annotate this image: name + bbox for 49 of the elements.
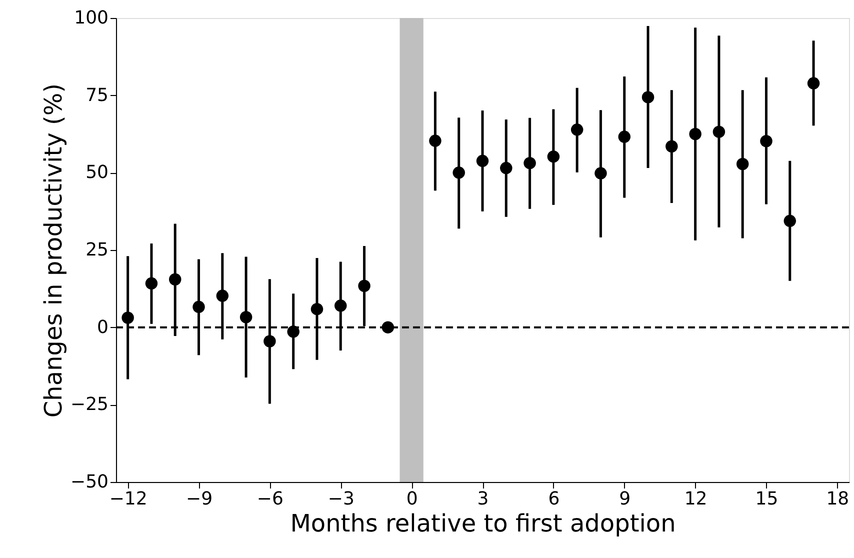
point — [524, 156, 536, 170]
point — [760, 135, 772, 148]
point — [358, 280, 370, 292]
point — [689, 128, 702, 140]
x-tick-label: 18 — [826, 488, 850, 510]
x-tick-label: 6 — [548, 488, 560, 510]
point — [264, 335, 276, 348]
point — [500, 162, 512, 174]
point — [429, 134, 442, 147]
point — [192, 300, 205, 314]
x-tick-label: 0 — [406, 488, 418, 510]
y-tick-label: 0 — [97, 316, 108, 338]
point — [476, 154, 489, 168]
x-axis-title: Months relative to first adoption — [290, 510, 676, 538]
x-tick-label: 12 — [684, 488, 708, 510]
point — [122, 312, 134, 324]
point — [712, 126, 726, 138]
point — [240, 311, 252, 324]
point — [382, 321, 394, 334]
y-axis-title: Changes in productivity (%) — [40, 83, 68, 418]
x-tick-label: −3 — [328, 488, 354, 510]
point — [570, 124, 584, 136]
point — [547, 150, 560, 163]
y-tick-label: −25 — [70, 394, 108, 416]
point — [784, 214, 796, 228]
y-tick-label: 50 — [86, 162, 108, 184]
y-tick-label: 100 — [74, 8, 108, 28]
x-tick-label: −9 — [186, 488, 213, 510]
y-tick-label: −50 — [70, 472, 108, 492]
point — [594, 167, 607, 180]
point — [452, 166, 465, 179]
x-tick-label: −12 — [109, 488, 148, 510]
x-tick-label: 15 — [755, 488, 778, 510]
point — [145, 277, 158, 290]
y-tick-label: 75 — [86, 84, 108, 106]
point — [310, 302, 324, 316]
x-tick-label: 3 — [477, 488, 489, 510]
point — [736, 158, 749, 170]
point — [807, 77, 820, 90]
y-tick-label: 25 — [86, 240, 108, 260]
point — [666, 140, 678, 152]
point — [334, 300, 347, 312]
point — [287, 326, 300, 338]
point — [618, 130, 630, 143]
point — [642, 91, 654, 104]
point — [168, 273, 182, 286]
x-tick-label: −6 — [256, 488, 284, 510]
point — [216, 290, 229, 302]
x-tick-label: 9 — [619, 488, 631, 510]
